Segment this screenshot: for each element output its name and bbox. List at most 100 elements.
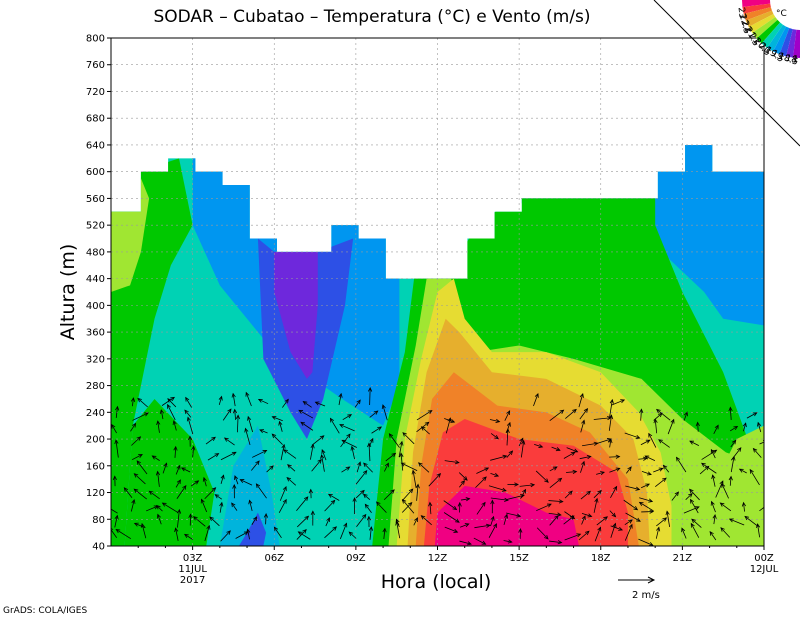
wind-arrow — [385, 452, 397, 462]
wind-arrow — [667, 418, 675, 435]
temp-region-blue-patch — [238, 512, 267, 546]
wind-arrow — [173, 445, 178, 458]
wind-arrow — [354, 399, 361, 408]
wind-arrow — [596, 471, 605, 476]
wind-arrow — [655, 477, 667, 488]
wind-arrow — [711, 474, 716, 487]
y-tick-label: 160 — [86, 461, 105, 472]
wind-arrow — [656, 517, 668, 527]
wind-reference: 2 m/s — [618, 576, 660, 601]
wind-arrow — [356, 461, 362, 473]
x-axis-label: Hora (local) — [381, 571, 492, 593]
colorbar-label: 22 — [739, 20, 752, 34]
temp-evening-lime — [695, 425, 764, 546]
wind-arrow — [136, 460, 148, 475]
wind-arrow — [324, 526, 338, 539]
y-tick-label: 680 — [86, 114, 105, 125]
wind-arrow — [130, 397, 136, 407]
wind-arrow — [130, 422, 137, 432]
wind-arrow — [399, 452, 404, 471]
wind-arrow — [148, 490, 160, 500]
wind-arrow — [363, 462, 373, 473]
wind-arrow — [609, 398, 614, 418]
wind-arrow — [662, 464, 670, 473]
wind-arrow — [155, 470, 161, 487]
wind-arrow — [490, 497, 509, 502]
x-tick-year: 2017 — [180, 575, 205, 586]
wind-arrow — [114, 439, 119, 458]
wind-arrow — [278, 498, 287, 514]
x-tick-label: 12Z — [428, 553, 448, 564]
wind-arrow — [644, 455, 656, 462]
wind-arrow — [231, 502, 238, 511]
wind-arrow — [549, 409, 565, 422]
wind-arrow — [459, 523, 470, 528]
wind-arrow — [752, 447, 762, 458]
wind-arrow — [503, 513, 509, 525]
wind-arrow — [246, 528, 251, 540]
wind-arrow — [699, 465, 710, 475]
wind-arrow — [282, 398, 289, 408]
wind-arrow — [490, 454, 508, 461]
wind-vectors — [111, 386, 764, 546]
wind-arrow — [564, 511, 576, 520]
colorbar-segment — [773, 26, 790, 55]
wind-arrow — [271, 416, 283, 422]
x-tick-label: 06Z — [264, 553, 284, 564]
wind-reference-label: 2 m/s — [632, 590, 660, 601]
wind-arrow — [156, 504, 163, 512]
grid-lines — [111, 38, 764, 546]
wind-arrow — [565, 408, 577, 419]
wind-arrow — [111, 527, 118, 539]
y-tick-label: 240 — [86, 408, 105, 419]
wind-arrow — [609, 510, 617, 518]
wind-arrow — [565, 469, 578, 474]
wind-arrow — [287, 464, 296, 472]
wind-arrow — [151, 455, 160, 461]
y-tick-label: 800 — [86, 34, 105, 45]
wind-arrow — [320, 454, 325, 472]
wind-arrow — [187, 435, 193, 447]
wind-arrow — [721, 482, 729, 499]
wind-arrow — [348, 531, 357, 539]
x-tick-label: 09Z — [346, 553, 366, 564]
wind-arrow — [746, 412, 758, 419]
credit-text: GrADS: COLA/IGES — [3, 606, 87, 616]
x-tick-label: 00Z — [754, 553, 774, 564]
wind-arrow — [186, 416, 194, 435]
wind-arrow — [251, 460, 260, 471]
wind-arrow — [114, 514, 119, 528]
wind-arrow — [218, 395, 223, 405]
wind-arrow — [459, 540, 472, 546]
wind-arrow — [578, 392, 584, 408]
wind-arrow — [231, 392, 236, 407]
y-tick-label: 280 — [86, 381, 105, 392]
wind-arrow — [676, 456, 687, 473]
wind-arrow — [506, 421, 511, 433]
wind-arrow — [296, 496, 309, 512]
y-tick-label: 520 — [86, 221, 105, 232]
wind-arrow — [548, 512, 562, 517]
wind-arrow — [641, 471, 652, 476]
wind-arrow — [115, 529, 132, 540]
wind-arrow — [341, 466, 351, 473]
wind-arrow — [551, 446, 561, 452]
wind-arrow — [728, 518, 745, 526]
wind-arrow — [519, 483, 536, 488]
wind-arrow — [176, 484, 187, 500]
wind-arrow — [137, 397, 148, 408]
wind-arrow — [593, 489, 602, 499]
wind-arrow — [192, 516, 206, 527]
wind-arrow — [720, 527, 731, 538]
wind-arrow — [564, 490, 573, 499]
wind-arrow — [549, 466, 558, 472]
wind-arrow — [329, 417, 340, 434]
wind-arrow — [202, 476, 207, 487]
wind-arrow — [488, 523, 497, 538]
wind-arrow — [579, 408, 589, 420]
colorbar-segment — [742, 0, 771, 7]
wind-arrow — [398, 440, 404, 458]
wind-arrow — [420, 515, 432, 526]
wind-arrow — [428, 501, 433, 515]
